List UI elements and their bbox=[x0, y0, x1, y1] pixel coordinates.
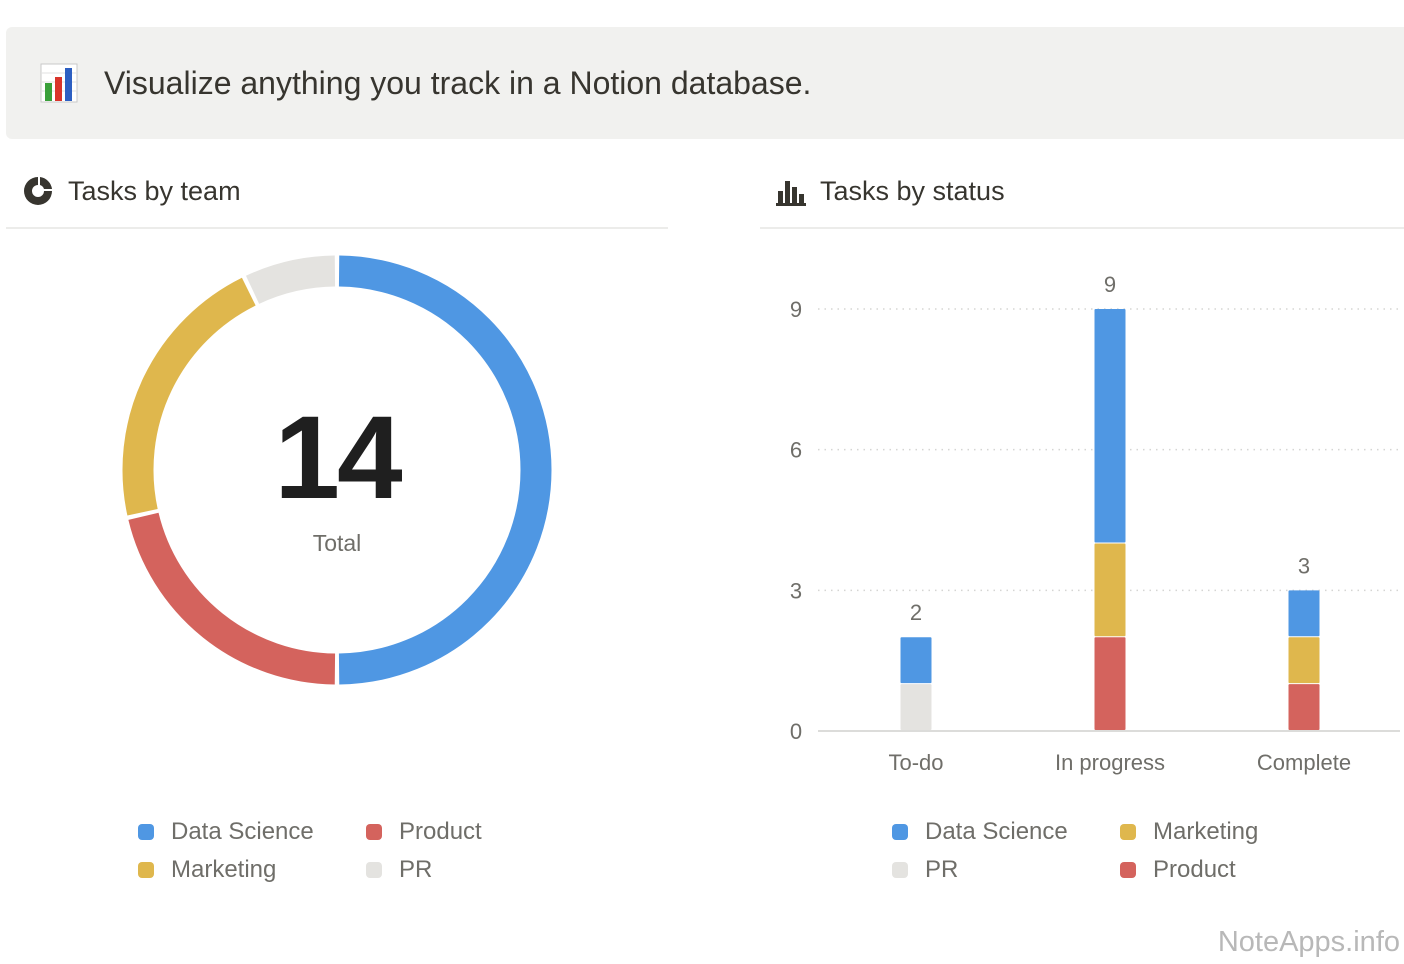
section-title: Tasks by status bbox=[820, 175, 1005, 206]
legend-label: PR bbox=[925, 856, 959, 883]
donut-total-label: Total bbox=[312, 530, 362, 556]
legend-item-pr: PR bbox=[366, 855, 432, 885]
legend-label: Marketing bbox=[171, 856, 277, 883]
y-tick-label: 0 bbox=[790, 719, 802, 744]
legend-swatch bbox=[366, 824, 382, 840]
bar-total-label: 3 bbox=[1298, 553, 1310, 578]
legend-swatch bbox=[366, 862, 382, 878]
donut-slice-marketing bbox=[122, 277, 256, 516]
section-title: Tasks by team bbox=[68, 175, 241, 206]
y-tick-label: 6 bbox=[790, 438, 802, 463]
legend-item-data-science: Data Science bbox=[892, 817, 1068, 847]
donut-slice-data-science bbox=[338, 255, 552, 685]
bar-total-label: 9 bbox=[1104, 272, 1116, 297]
x-tick-label: In progress bbox=[1055, 750, 1165, 775]
legend-label: Data Science bbox=[171, 818, 314, 845]
bar-chart-icon bbox=[776, 181, 806, 206]
legend-swatch bbox=[892, 824, 908, 840]
divider bbox=[760, 227, 1404, 229]
legend-swatch bbox=[138, 862, 154, 878]
bar-segment-marketing bbox=[1094, 543, 1126, 637]
x-tick-label: Complete bbox=[1257, 750, 1351, 775]
bar-segment-pr bbox=[900, 684, 932, 730]
bar-segment-data-science bbox=[900, 637, 932, 684]
bar-segment-product bbox=[1288, 684, 1320, 730]
donut-slice-pr bbox=[245, 255, 336, 304]
x-tick-label: To-do bbox=[888, 750, 943, 775]
legend-swatch bbox=[892, 862, 908, 878]
divider bbox=[6, 227, 668, 229]
legend-swatch bbox=[1120, 824, 1136, 840]
legend-item-marketing: Marketing bbox=[1120, 817, 1258, 847]
bar-segment-data-science bbox=[1094, 309, 1126, 543]
y-tick-label: 9 bbox=[790, 297, 802, 322]
bar-total-label: 2 bbox=[910, 600, 922, 625]
legend-item-product: Product bbox=[1120, 855, 1236, 885]
bar-segment-product bbox=[1094, 637, 1126, 730]
bar-segment-data-science bbox=[1288, 590, 1320, 637]
legend-swatch bbox=[1120, 862, 1136, 878]
callout-banner: Visualize anything you track in a Notion… bbox=[6, 27, 1404, 139]
donut-slice-product bbox=[128, 512, 336, 685]
tasks-by-team-header: Tasks by team bbox=[22, 166, 241, 216]
legend-label: Product bbox=[1153, 856, 1236, 883]
donut-chart-icon bbox=[24, 177, 52, 205]
y-tick-label: 3 bbox=[790, 578, 802, 603]
legend-item-product: Product bbox=[366, 817, 482, 847]
legend-label: Data Science bbox=[925, 818, 1068, 845]
donut-total-value: 14 bbox=[274, 392, 402, 524]
bar-segment-marketing bbox=[1288, 637, 1320, 684]
legend-item-marketing: Marketing bbox=[138, 855, 276, 885]
callout-text: Visualize anything you track in a Notion… bbox=[104, 65, 812, 101]
legend-swatch bbox=[138, 824, 154, 840]
tasks-by-status-header: Tasks by status bbox=[774, 166, 1005, 216]
legend-item-data-science: Data Science bbox=[138, 817, 314, 847]
watermark: NoteApps.info bbox=[1217, 926, 1400, 958]
legend-label: Marketing bbox=[1153, 818, 1259, 845]
bar-chart-emoji-icon bbox=[40, 63, 78, 103]
legend-label: Product bbox=[399, 818, 482, 845]
legend-item-pr: PR bbox=[892, 855, 958, 885]
legend-label: PR bbox=[399, 856, 433, 883]
